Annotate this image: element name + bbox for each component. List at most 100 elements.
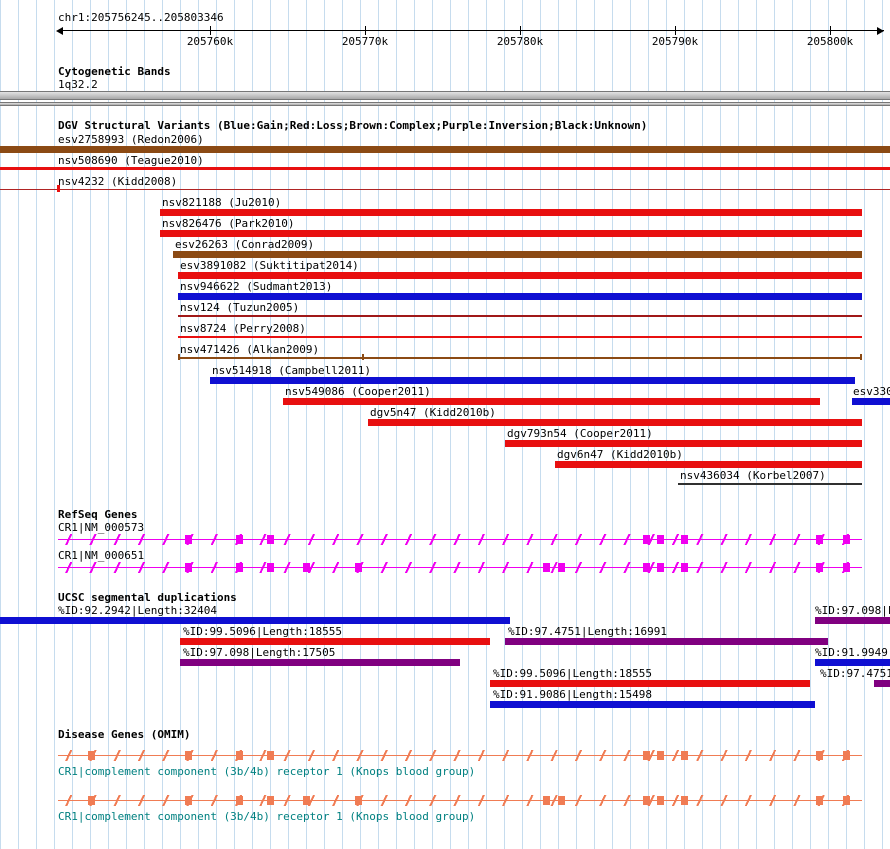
- variant-label[interactable]: nsv514918 (Campbell2011): [212, 364, 371, 377]
- variant-bar[interactable]: [368, 419, 862, 426]
- segdup-label[interactable]: %ID:92.2942|Length:32404: [58, 604, 217, 617]
- cytoband-bar[interactable]: [0, 91, 890, 100]
- exon: [267, 751, 274, 760]
- variant-label[interactable]: nsv4232 (Kidd2008): [58, 175, 178, 188]
- segdup-label[interactable]: %ID:97.098|L: [815, 604, 890, 617]
- variant-bar[interactable]: [178, 293, 862, 300]
- segdup-label[interactable]: %ID:99.5096|Length:18555: [183, 625, 342, 638]
- ruler-tick: [675, 26, 676, 35]
- exon: [267, 535, 274, 544]
- variant-bar[interactable]: [505, 440, 862, 447]
- variant-bar[interactable]: [678, 483, 862, 485]
- region-coordinates: chr1:205756245..205803346: [58, 11, 224, 24]
- segdup-bar[interactable]: [0, 617, 510, 624]
- segdup-bar[interactable]: [874, 680, 890, 687]
- exon: [267, 796, 274, 805]
- segdup-bar[interactable]: [815, 659, 890, 666]
- variant-label[interactable]: dgv793n54 (Cooper2011): [507, 427, 653, 440]
- exon: [543, 796, 550, 805]
- variant-bar[interactable]: [160, 230, 862, 237]
- omim-track-title: Disease Genes (OMIM): [58, 728, 191, 741]
- gene-label[interactable]: CR1|NM_000651: [58, 549, 145, 562]
- exon: [185, 796, 192, 805]
- cytoband-bar-lower: [0, 102, 890, 106]
- ruler-tick: [830, 26, 831, 35]
- gene-label[interactable]: CR1|NM_000573: [58, 521, 145, 534]
- variant-label[interactable]: dgv5n47 (Kidd2010b): [370, 406, 496, 419]
- variant-bar[interactable]: [173, 251, 862, 258]
- segdup-bar[interactable]: [815, 617, 890, 624]
- variant-label[interactable]: nsv946622 (Sudmant2013): [180, 280, 333, 293]
- ruler-left-arrow-icon[interactable]: [56, 27, 63, 35]
- variant-label[interactable]: nsv436034 (Korbel2007): [680, 469, 826, 482]
- variant-bar[interactable]: [555, 461, 862, 468]
- intron-line: [58, 534, 862, 545]
- ruler-right-arrow-icon[interactable]: [877, 27, 884, 35]
- variant-label[interactable]: esv3891082 (Suktitipat2014): [180, 259, 359, 272]
- gene-model[interactable]: [58, 795, 862, 806]
- variant-label[interactable]: esv26263 (Conrad2009): [175, 238, 315, 251]
- exon: [185, 535, 192, 544]
- variant-bar[interactable]: [160, 209, 862, 216]
- segdup-bar[interactable]: [505, 638, 828, 645]
- variant-label[interactable]: nsv826476 (Park2010): [162, 217, 295, 230]
- ruler-line: [58, 30, 884, 31]
- segdup-bar[interactable]: [180, 638, 490, 645]
- ruler-tick-label: 205800k: [806, 35, 854, 48]
- intron-line: [58, 562, 862, 573]
- segdup-label[interactable]: %ID:91.9086|Length:15498: [493, 688, 652, 701]
- variant-bar[interactable]: [178, 272, 862, 279]
- exon: [236, 535, 243, 544]
- segdup-label[interactable]: %ID:99.5096|Length:18555: [493, 667, 652, 680]
- exon: [643, 796, 650, 805]
- variant-bar[interactable]: [178, 357, 862, 359]
- variant-bar[interactable]: [0, 167, 890, 170]
- omim-gene-label[interactable]: CR1|complement component (3b/4b) recepto…: [58, 810, 476, 823]
- exon: [236, 796, 243, 805]
- variant-label[interactable]: nsv124 (Tuzun2005): [180, 301, 300, 314]
- variant-bar[interactable]: [178, 315, 862, 317]
- variant-label[interactable]: dgv6n47 (Kidd2010b): [557, 448, 683, 461]
- variant-bar[interactable]: [283, 398, 820, 405]
- variant-bar[interactable]: [852, 398, 890, 405]
- variant-start-tick: [57, 185, 60, 192]
- variant-label[interactable]: nsv8724 (Perry2008): [180, 322, 306, 335]
- segdup-label[interactable]: %ID:91.9949|L: [815, 646, 890, 659]
- omim-gene-label[interactable]: CR1|complement component (3b/4b) recepto…: [58, 765, 476, 778]
- exon: [643, 535, 650, 544]
- segdup-label[interactable]: %ID:97.4751: [820, 667, 890, 680]
- variant-bar[interactable]: [210, 377, 855, 384]
- gene-model[interactable]: [58, 534, 862, 545]
- exon: [681, 751, 688, 760]
- gene-model[interactable]: [58, 562, 862, 573]
- variant-label[interactable]: esv2758993 (Redon2006): [58, 133, 204, 146]
- refseq-track-title: RefSeq Genes: [58, 508, 138, 521]
- segdup-bar[interactable]: [490, 701, 815, 708]
- exon: [657, 535, 664, 544]
- segdup-bar[interactable]: [490, 680, 810, 687]
- variant-bar[interactable]: [0, 146, 890, 153]
- segdup-bar[interactable]: [180, 659, 460, 666]
- exon: [643, 751, 650, 760]
- exon: [558, 563, 565, 572]
- dgv-track-title: DGV Structural Variants (Blue:Gain;Red:L…: [58, 119, 648, 132]
- variant-label[interactable]: nsv549086 (Cooper2011): [285, 385, 431, 398]
- exon: [185, 563, 192, 572]
- variant-label[interactable]: nsv821188 (Ju2010): [162, 196, 282, 209]
- variant-bar[interactable]: [178, 336, 862, 338]
- variant-bar[interactable]: [0, 189, 890, 190]
- exon: [185, 751, 192, 760]
- exon: [681, 796, 688, 805]
- segdup-label[interactable]: %ID:97.098|Length:17505: [183, 646, 336, 659]
- gene-model[interactable]: [58, 750, 862, 761]
- exon: [816, 535, 823, 544]
- variant-label[interactable]: nsv508690 (Teague2010): [58, 154, 204, 167]
- segdup-label[interactable]: %ID:97.4751|Length:16991: [508, 625, 667, 638]
- variant-tick: [362, 354, 364, 360]
- cytoband-label: 1q32.2: [58, 78, 98, 91]
- variant-label[interactable]: esv330: [853, 385, 890, 398]
- exon: [681, 535, 688, 544]
- ruler-tick: [365, 26, 366, 35]
- variant-label[interactable]: nsv471426 (Alkan2009): [180, 343, 320, 356]
- intron-line: [58, 750, 862, 761]
